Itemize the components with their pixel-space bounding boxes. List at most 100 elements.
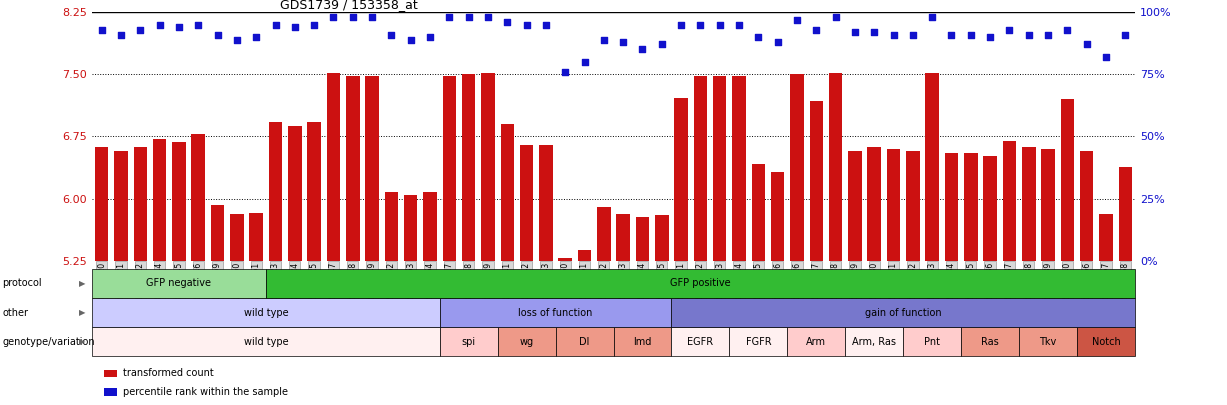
Bar — [1080, 151, 1093, 261]
Point — [923, 14, 942, 20]
Point — [401, 36, 421, 43]
Bar — [1119, 167, 1133, 261]
Bar — [713, 76, 726, 261]
Text: ▶: ▶ — [79, 337, 86, 346]
Point — [420, 34, 439, 40]
Point — [633, 46, 653, 53]
Point — [941, 31, 961, 38]
Text: ▶: ▶ — [79, 279, 86, 288]
Bar — [1022, 147, 1036, 261]
Bar — [675, 98, 688, 261]
Text: gain of function: gain of function — [865, 308, 941, 318]
Bar — [848, 151, 861, 261]
Bar — [829, 72, 843, 261]
Bar — [461, 75, 475, 261]
Text: GDS1739 / 153358_at: GDS1739 / 153358_at — [280, 0, 417, 11]
Text: Ras: Ras — [982, 337, 999, 347]
Point — [864, 29, 883, 35]
Bar — [558, 258, 572, 261]
Point — [285, 24, 304, 30]
Point — [304, 21, 324, 28]
Point — [652, 41, 671, 48]
Bar — [423, 192, 437, 261]
Point — [806, 26, 826, 33]
Bar — [867, 147, 881, 261]
Text: GFP negative: GFP negative — [146, 279, 211, 288]
Bar — [790, 75, 804, 261]
Bar — [191, 134, 205, 261]
Bar — [964, 153, 978, 261]
Point — [324, 14, 344, 20]
Text: transformed count: transformed count — [123, 369, 213, 378]
Point — [459, 14, 479, 20]
Point — [691, 21, 710, 28]
Point — [574, 59, 594, 65]
Point — [150, 21, 169, 28]
Point — [92, 26, 112, 33]
Point — [961, 31, 980, 38]
Bar — [249, 213, 263, 261]
Bar — [733, 76, 746, 261]
Bar — [308, 122, 321, 261]
Bar — [269, 122, 282, 261]
Point — [1018, 31, 1038, 38]
Bar — [945, 153, 958, 261]
Point — [1058, 26, 1077, 33]
Point — [112, 31, 131, 38]
Point — [517, 21, 536, 28]
Bar — [752, 164, 766, 261]
Text: Arm, Ras: Arm, Ras — [853, 337, 896, 347]
Text: Tkv: Tkv — [1039, 337, 1056, 347]
Text: Notch: Notch — [1092, 337, 1120, 347]
Point — [845, 29, 865, 35]
Point — [1077, 41, 1097, 48]
Bar — [501, 124, 514, 261]
Text: FGFR: FGFR — [746, 337, 771, 347]
Bar — [443, 76, 456, 261]
Point — [362, 14, 382, 20]
Point — [247, 34, 266, 40]
Bar — [346, 76, 360, 261]
Text: wild type: wild type — [243, 337, 288, 347]
Text: lmd: lmd — [633, 337, 652, 347]
Bar — [326, 72, 340, 261]
Bar — [906, 151, 919, 261]
Text: Dl: Dl — [579, 337, 590, 347]
Point — [1096, 54, 1115, 60]
Point — [1115, 31, 1135, 38]
Point — [883, 31, 903, 38]
Point — [227, 36, 247, 43]
Bar — [598, 207, 611, 261]
Point — [1038, 31, 1058, 38]
Point — [710, 21, 730, 28]
Point — [671, 21, 691, 28]
Bar — [578, 250, 591, 261]
Point — [594, 36, 614, 43]
Point — [536, 21, 556, 28]
Bar — [94, 147, 108, 261]
Text: spi: spi — [461, 337, 476, 347]
Bar — [114, 151, 128, 261]
Bar — [481, 72, 494, 261]
Bar — [404, 194, 417, 261]
Bar — [539, 145, 552, 261]
Bar — [1099, 213, 1113, 261]
Point — [768, 39, 788, 45]
Bar — [153, 139, 167, 261]
Bar — [693, 76, 707, 261]
Point — [556, 68, 575, 75]
Bar — [134, 147, 147, 261]
Point — [497, 19, 517, 26]
Text: genotype/variation: genotype/variation — [2, 337, 94, 347]
Point — [1000, 26, 1020, 33]
Point — [342, 14, 362, 20]
Bar — [172, 142, 185, 261]
Bar — [366, 76, 379, 261]
Point — [266, 21, 286, 28]
Bar — [1060, 99, 1074, 261]
Bar — [520, 145, 534, 261]
Bar — [655, 215, 669, 261]
Bar — [616, 213, 629, 261]
Text: percentile rank within the sample: percentile rank within the sample — [123, 387, 287, 397]
Bar — [925, 72, 939, 261]
